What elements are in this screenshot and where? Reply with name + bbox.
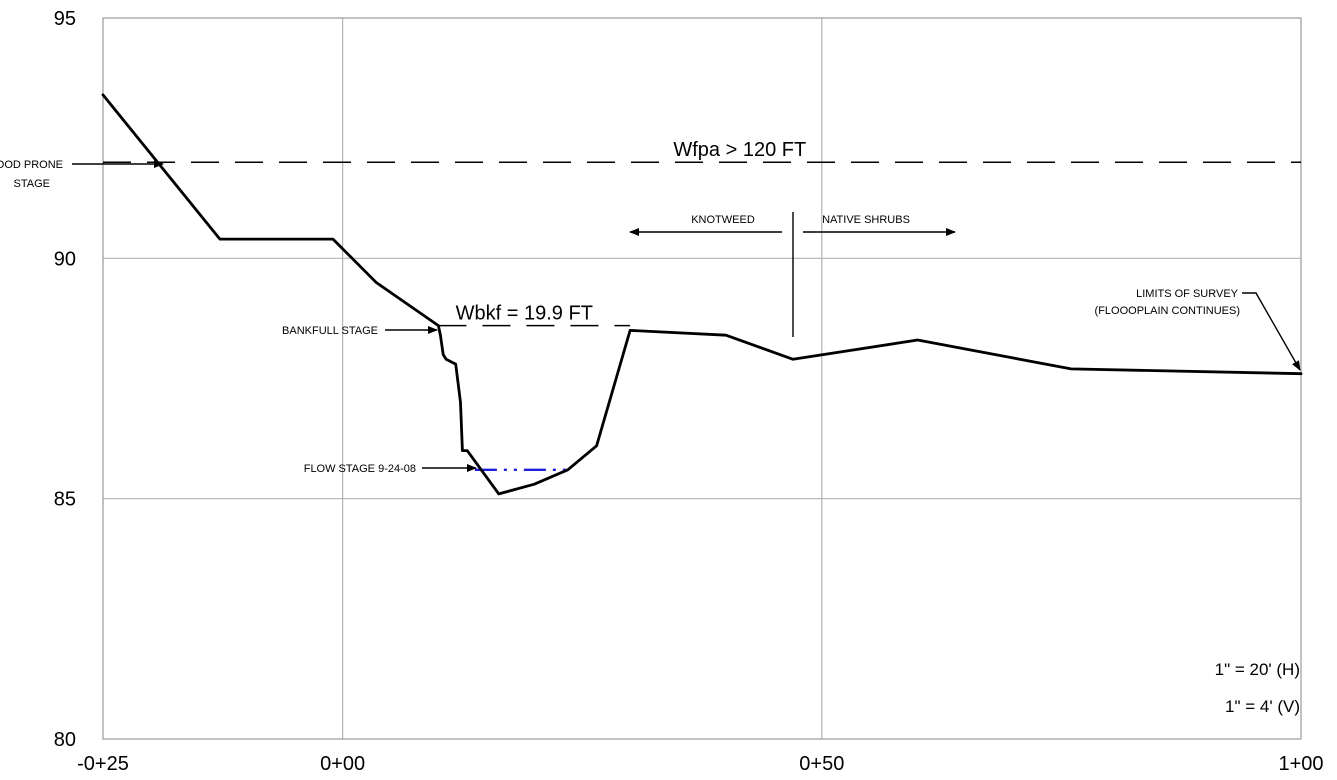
x-axis-ticks: -0+25 0+00 0+50 1+00 [77,753,1323,775]
x-tick-label: -0+25 [77,753,129,775]
ground-profile-line [101,93,1303,496]
flow-stage-annotation: FLOW STAGE 9-24-08 [304,463,477,475]
horizontal-scale-note: 1" = 20' (H) [1215,660,1300,679]
flood-prone-label-line2: STAGE [14,178,50,190]
scale-notes: 1" = 20' (H) 1" = 4' (V) [1215,660,1300,716]
vegetation-annotation: KNOTWEED NATIVE SHRUBS [629,212,956,337]
grid-lines [103,18,1301,739]
reference-line-label: Wfpa > 120 FT [673,139,806,161]
plot-frame [102,17,1302,740]
y-tick-label: 80 [54,729,76,751]
vertical-scale-note: 1" = 4' (V) [1225,697,1300,716]
native-shrubs-label: NATIVE SHRUBS [822,214,910,226]
limits-of-survey-annotation: LIMITS OF SURVEY (FLOOOPLAIN CONTINUES) [1095,288,1301,371]
x-tick-label: 0+00 [320,753,365,775]
y-axis-ticks: 95 90 85 80 [54,8,76,751]
flow-stage-label: FLOW STAGE 9-24-08 [304,463,416,475]
reference-line-label: Wbkf = 19.9 FT [456,303,593,325]
limits-leader [1242,292,1301,371]
flood-prone-annotation: FLOOD PRONE STAGE [0,159,164,190]
limits-label-line1: LIMITS OF SURVEY [1136,288,1239,300]
x-tick-label: 1+00 [1278,753,1323,775]
flood-prone-label-line1: FLOOD PRONE [0,159,63,171]
bankfull-annotation: BANKFULL STAGE [282,325,438,337]
knotweed-label: KNOTWEED [691,214,755,226]
limits-label-line2: (FLOOOPLAIN CONTINUES) [1095,305,1240,317]
x-tick-label: 0+50 [799,753,844,775]
y-tick-label: 95 [54,8,76,30]
bankfull-label: BANKFULL STAGE [282,325,378,337]
y-tick-label: 85 [54,489,76,511]
reference-lines: Wfpa > 120 FT Wbkf = 19.9 FT [103,139,1301,472]
y-tick-label: 90 [54,248,76,270]
